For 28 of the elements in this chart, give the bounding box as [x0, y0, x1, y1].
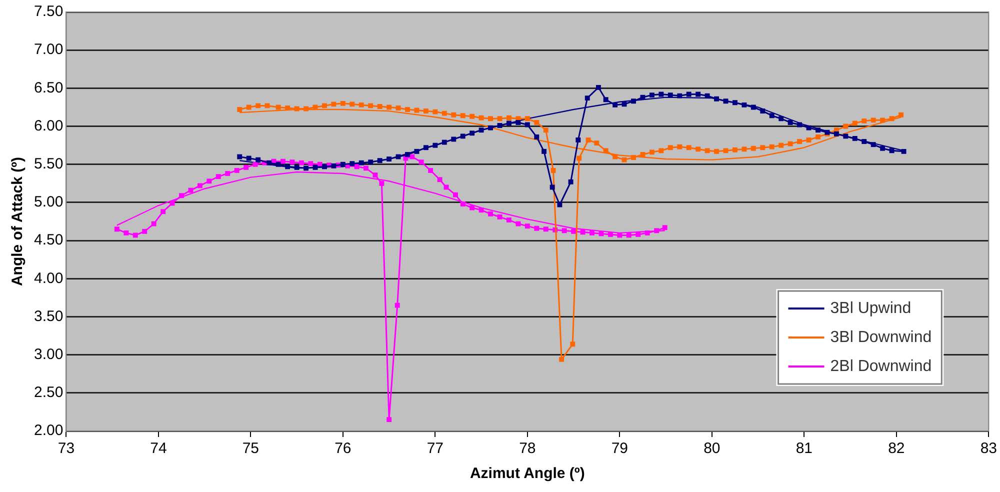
y-tick-label: 6.50	[34, 79, 64, 96]
x-tick-label: 78	[519, 440, 536, 458]
legend-label: 3Bl Upwind	[830, 300, 912, 317]
x-tick-label: 74	[150, 440, 167, 458]
y-tick-label: 3.50	[34, 308, 64, 325]
y-axis-title: Angle of Attack (º)	[9, 156, 26, 286]
y-tick-label: 4.00	[34, 270, 64, 287]
y-tick-label: 5.00	[34, 194, 64, 211]
y-tick-label: 6.00	[34, 117, 64, 134]
x-tick-label: 80	[704, 440, 720, 458]
y-tick-label: 7.50	[34, 3, 64, 20]
x-axis-title: Azimut Angle (º)	[470, 465, 585, 482]
x-tick-label: 77	[426, 440, 444, 458]
y-tick-label: 5.50	[34, 156, 64, 173]
x-tick-label: 73	[58, 440, 75, 458]
y-tick-label: 4.50	[34, 232, 64, 249]
x-tick-label: 76	[334, 440, 352, 458]
x-tick-label: 79	[611, 440, 628, 458]
x-tick-label: 83	[980, 440, 997, 458]
legend-label: 3Bl Downwind	[830, 328, 932, 346]
y-tick-label: 7.00	[34, 41, 64, 58]
x-tick-label: 75	[242, 440, 260, 458]
x-tick-label: 82	[888, 440, 905, 458]
y-tick-label: 3.00	[34, 346, 64, 363]
y-tick-label: 2.50	[34, 384, 64, 402]
legend-label: 2Bl Downwind	[830, 358, 932, 375]
y-tick-label: 2.00	[34, 422, 64, 440]
x-tick-label: 81	[796, 440, 813, 458]
